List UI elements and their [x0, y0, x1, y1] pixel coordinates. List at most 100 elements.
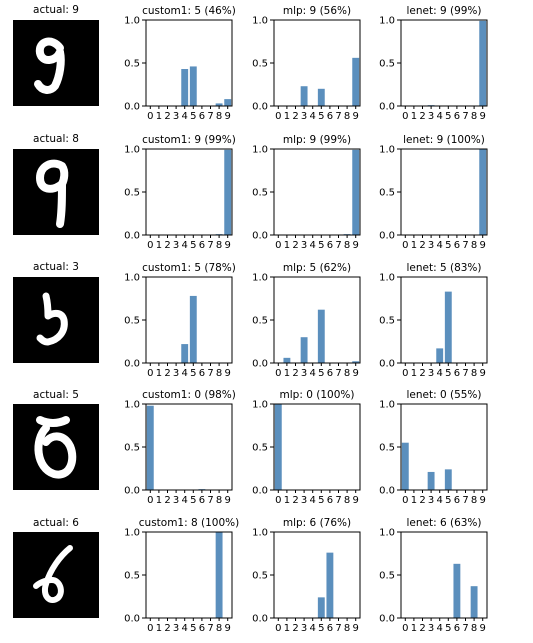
x-tick-label: 8 [344, 111, 350, 122]
bar-9 [479, 149, 487, 235]
x-tick-label: 2 [164, 495, 170, 506]
prediction-panels: custom1: 5 (46%)0.00.51.00 1 2 3 4 5 6 7 8 9mlp: … [124, 5, 488, 634]
x-tick-label: 5 [190, 240, 196, 251]
bar-5 [317, 309, 325, 363]
x-tick-label: 5 [445, 495, 451, 506]
x-tick-label: 3 [428, 623, 434, 634]
x-tick-label: 6 [199, 240, 205, 251]
y-tick-label: 1.0 [124, 273, 140, 284]
y-tick-label: 0.5 [379, 59, 395, 70]
x-tick-label: 4 [310, 623, 316, 634]
x-tick-label: 4 [182, 623, 188, 634]
bar-5 [317, 88, 325, 106]
x-tick-label: 2 [164, 623, 170, 634]
x-tick-label: 6 [327, 240, 333, 251]
x-tick-label: 1 [284, 495, 290, 506]
y-tick-label: 1.0 [252, 528, 268, 539]
x-tick-label: 9 [353, 368, 359, 379]
panel-title: mlp: 5 (62%) [283, 262, 351, 274]
y-tick-label: 1.0 [124, 145, 140, 156]
bar-9 [352, 57, 360, 106]
x-tick-label: 3 [301, 623, 307, 634]
x-tick-label: 7 [335, 111, 341, 122]
panel-r1-c1: mlp: 9 (99%) 0.0 0.5 1.0 0 1 2 3 4 5 6 7 8 9 [252, 134, 361, 251]
panel-r3-c2: lenet: 0 (55%) 0.0 0.5 1.0 0 1 2 3 4 5 6 7 8 9 [379, 389, 488, 506]
bar-8 [215, 103, 223, 106]
x-tick-label: 8 [471, 623, 477, 634]
row-0: actual: 9 [13, 4, 99, 106]
y-tick-label: 0.0 [379, 102, 395, 113]
x-tick-label: 8 [344, 368, 350, 379]
x-tick-label: 7 [335, 368, 341, 379]
x-tick-label: 8 [216, 240, 222, 251]
y-tick-label: 0.0 [379, 614, 395, 625]
x-tick-label: 7 [335, 495, 341, 506]
y-tick-label: 0.0 [124, 359, 140, 370]
x-tick-label: 0 [147, 623, 153, 634]
x-tick-label: 6 [454, 495, 460, 506]
panel-r1-c0: custom1: 9 (99%) 0.0 0.5 1.0 0 1 2 3 4 5 6 7 8 9 [124, 134, 236, 251]
x-tick-label: 0 [147, 240, 153, 251]
x-tick-label: 2 [164, 111, 170, 122]
x-tick-label: 5 [445, 623, 451, 634]
x-tick-label: 3 [173, 495, 179, 506]
x-tick-label: 3 [301, 495, 307, 506]
panel-r4-c2: lenet: 6 (63%) 0.0 0.5 1.0 0 1 2 3 4 5 6 7 8 9 [379, 517, 488, 634]
panel-r1-c2: lenet: 9 (100%) 0.0 0.5 1.0 0 1 2 3 4 5 6 7 8 9 [379, 134, 488, 251]
panel-r0-c2: lenet: 9 (99%) 0.0 0.5 1.0 0 1 2 3 4 5 6 7 8 9 [379, 5, 488, 122]
panel-r2-c0: custom1: 5 (78%) 0.0 0.5 1.0 0 1 2 3 4 5 6 7 8 9 [124, 262, 236, 379]
axes-frame [400, 276, 488, 364]
x-tick-label: 9 [225, 495, 231, 506]
x-tick-label: 2 [419, 623, 425, 634]
y-tick-label: 0.0 [124, 102, 140, 113]
row-1-digit-image [13, 149, 99, 235]
handwritten-digit-8-icon [36, 159, 69, 228]
panel-r3-c0: custom1: 0 (98%) 0.0 0.5 1.0 0 1 2 3 4 5 6 7 8 9 [124, 389, 236, 506]
y-tick-label: 1.0 [124, 528, 140, 539]
x-tick-label: 4 [182, 240, 188, 251]
panel-title: custom1: 8 (100%) [139, 517, 239, 529]
row-3-image-title: actual: 5 [33, 389, 79, 401]
handwritten-digit-5-icon [34, 416, 77, 479]
axes-frame [145, 276, 233, 364]
axes-frame [273, 276, 361, 364]
x-tick-label: 3 [428, 240, 434, 251]
x-tick-label: 5 [190, 495, 196, 506]
x-tick-label: 6 [327, 623, 333, 634]
x-tick-label: 0 [147, 368, 153, 379]
row-0-image-title: actual: 9 [33, 4, 79, 16]
y-tick-label: 0.0 [124, 486, 140, 497]
y-tick-label: 0.0 [252, 359, 268, 370]
x-tick-label: 5 [190, 368, 196, 379]
bar-9 [224, 149, 232, 235]
x-tick-label: 9 [480, 368, 486, 379]
x-tick-label: 0 [275, 111, 281, 122]
y-tick-label: 0.0 [379, 486, 395, 497]
panel-r4-c1: mlp: 6 (76%) 0.0 0.5 1.0 0 1 2 3 4 5 6 7 8 9 [252, 517, 361, 634]
row-3-digit-image [13, 404, 99, 490]
x-tick-label: 0 [402, 623, 408, 634]
x-tick-label: 9 [353, 495, 359, 506]
x-tick-label: 6 [199, 623, 205, 634]
bar-9 [479, 20, 487, 106]
x-tick-label: 7 [207, 623, 213, 634]
x-tick-label: 6 [199, 495, 205, 506]
x-tick-label: 0 [275, 240, 281, 251]
x-tick-label: 4 [182, 111, 188, 122]
x-tick-label: 3 [173, 368, 179, 379]
x-tick-label: 1 [411, 368, 417, 379]
y-tick-label: 0.0 [252, 231, 268, 242]
y-tick-label: 0.5 [379, 316, 395, 327]
handwritten-digit-6-icon [33, 545, 73, 603]
handwritten-digit-9-icon [34, 37, 65, 94]
y-tick-label: 1.0 [379, 145, 395, 156]
bar-0 [401, 442, 409, 490]
x-tick-label: 1 [284, 623, 290, 634]
axes-frame [273, 19, 361, 107]
x-tick-label: 8 [344, 495, 350, 506]
x-tick-label: 0 [402, 368, 408, 379]
x-tick-label: 2 [292, 623, 298, 634]
panel-title: custom1: 5 (46%) [142, 5, 236, 17]
bar-5 [317, 597, 325, 618]
x-tick-label: 9 [480, 111, 486, 122]
